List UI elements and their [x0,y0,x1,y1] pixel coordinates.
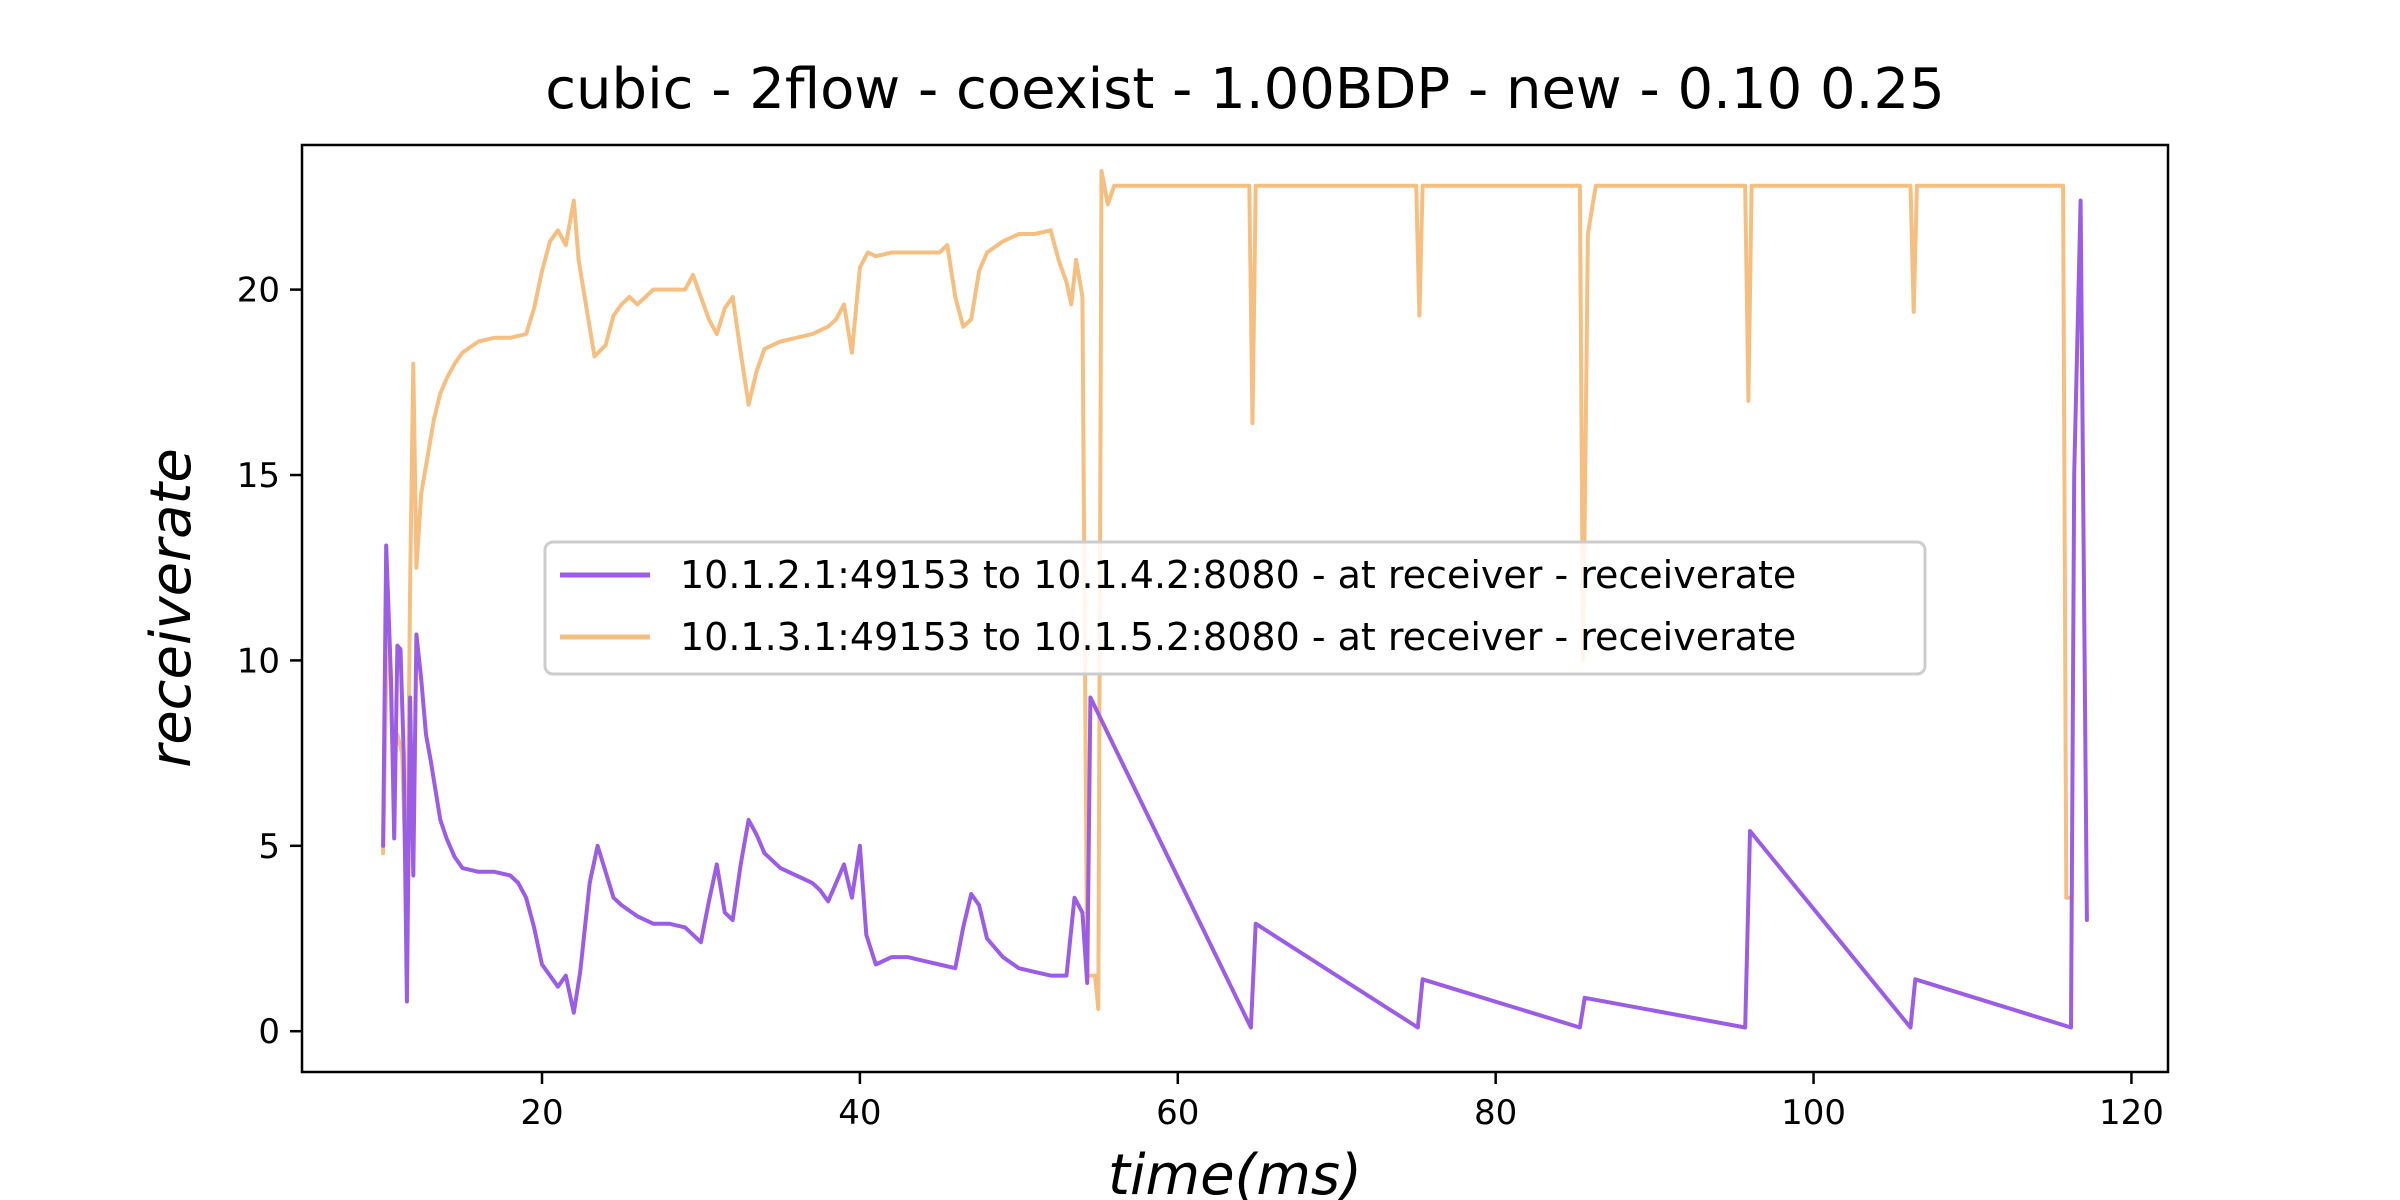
plot-layer [381,169,2089,1030]
legend-label-series-1: 10.1.2.1:49153 to 10.1.4.2:8080 - at rec… [680,553,1796,597]
x-tick-label: 40 [838,1093,881,1133]
legend: 10.1.2.1:49153 to 10.1.4.2:8080 - at rec… [543,540,1927,676]
y-tick-label: 15 [237,456,280,496]
x-axis-ticks: 20 40 60 80 100 120 [520,1072,2164,1133]
chart-title: cubic - 2flow - coexist - 1.00BDP - new … [545,57,1944,122]
y-tick-label: 0 [258,1012,280,1052]
series-line-1 [381,198,2089,1030]
y-axis-title: receiverate [139,448,204,768]
y-tick-label: 10 [237,641,280,681]
y-tick-label: 5 [258,827,280,867]
x-tick-label: 100 [1781,1093,1846,1133]
y-tick-label: 20 [237,271,280,311]
x-tick-label: 20 [520,1093,563,1133]
plot-frame [300,143,2170,1074]
x-tick-label: 80 [1474,1093,1517,1133]
x-tick-label: 60 [1156,1093,1199,1133]
y-axis-ticks: 0 5 10 15 20 [237,271,302,1052]
x-tick-label: 120 [2099,1093,2164,1133]
legend-label-series-2: 10.1.3.1:49153 to 10.1.5.2:8080 - at rec… [680,615,1796,659]
series-line-2 [381,169,2072,1011]
legend-box [543,540,1927,676]
x-axis-title: time(ms) [1108,1143,1362,1200]
